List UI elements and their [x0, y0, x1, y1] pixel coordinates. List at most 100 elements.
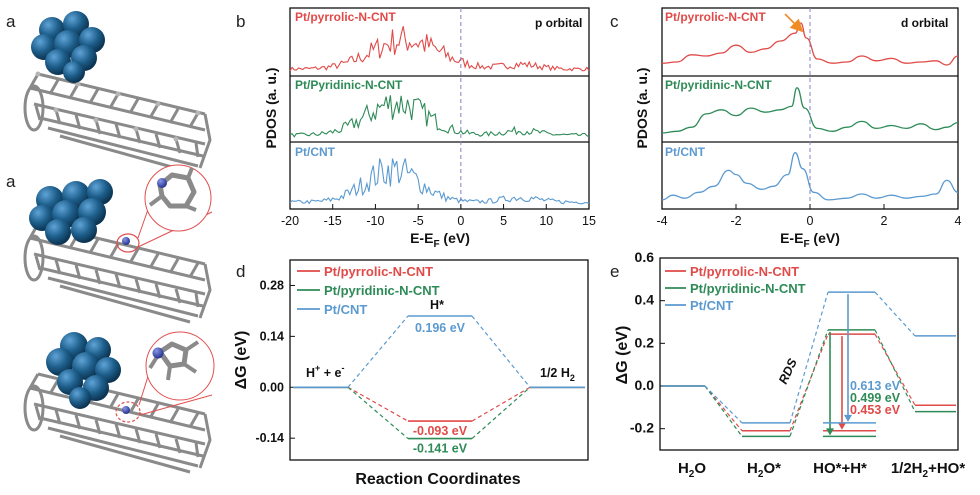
barrier-arrowhead	[826, 428, 834, 436]
y-tick-label: 0.2	[635, 334, 655, 350]
chart-e: 0.6 0.4 0.2 0.0 -0.2 0.453 eV0.499 eV0.613 e…	[614, 249, 965, 480]
x-tick-label: 10	[539, 214, 553, 228]
x-tick-label: -20	[281, 214, 299, 228]
x-tick-label: 5	[500, 214, 507, 228]
nitrogen-atom	[122, 237, 130, 245]
panel-letter-a-second: a	[6, 172, 16, 191]
chart-b: p orbital Pt/pyrrolic-N-CNT Pt/Pyridinic…	[263, 7, 596, 250]
barrier-value-label: 0.499 eV	[850, 391, 901, 405]
legend-label: Pt/pyrrolic-N-CNT	[690, 264, 799, 279]
pdos-curve	[289, 26, 590, 72]
barrier-value-label: 0.613 eV	[850, 379, 901, 393]
x-tick-label: -2	[730, 214, 741, 228]
rds-label: RDS	[776, 356, 800, 386]
y-axis-label: ΔG (eV)	[233, 331, 250, 390]
cnt-model-pyrrolic	[23, 331, 215, 474]
state-label-h2o-ads: H2O*	[747, 460, 781, 480]
pt-cluster	[46, 332, 121, 409]
state-label-h2-ho: 1/2H2+HO*	[891, 460, 966, 480]
x-tick-label: -5	[413, 214, 424, 228]
legend-label: Pt/pyridinic-N-CNT	[324, 283, 440, 298]
x-tick-label: 15	[582, 214, 596, 228]
chart-d: 0.28 0.14 0.00 -0.14 -0.093 eV -0.141 eV 0.19…	[233, 259, 589, 488]
state-label-ho-h: HO*+H*	[813, 460, 867, 477]
pdos-curve	[289, 158, 590, 205]
y-axis-label: PDOS (a. u.)	[263, 68, 279, 149]
zoom-inset-pyridinic	[144, 164, 212, 232]
pdos-curve	[661, 152, 959, 201]
x-tick-label: -10	[366, 214, 384, 228]
y-tick-label: 0.14	[260, 329, 284, 343]
series-label: Pt/CNT	[295, 145, 336, 159]
x-tick-label: -15	[324, 214, 342, 228]
state-label-reactant: H+ + e-	[306, 363, 345, 380]
pdos-curve	[661, 87, 959, 134]
pt-cluster	[29, 179, 113, 245]
energy-connector	[347, 315, 409, 388]
energy-connector	[471, 315, 531, 388]
energy-connector	[347, 386, 409, 422]
chart-c: d orbital Pt/pyrrolic-N-CNT Pt/pyridinic…	[634, 7, 962, 250]
orbital-title: p orbital	[535, 16, 582, 30]
legend-label: Pt/pyridinic-N-CNT	[690, 281, 806, 296]
panel-letter-e: e	[610, 262, 619, 281]
x-tick-label: 2	[881, 214, 888, 228]
energy-connector	[789, 329, 829, 437]
panel-letter-d: d	[236, 262, 245, 281]
pdos-curve	[289, 95, 590, 138]
cnt-model-pyridinic	[23, 164, 213, 324]
legend-label: Pt/pyrrolic-N-CNT	[324, 264, 433, 279]
pdos-curve	[661, 22, 959, 66]
zoom-inset-pyrrolic	[145, 331, 215, 401]
y-tick-label: 0.0	[635, 377, 655, 393]
series-label: Pt/pyridinic-N-CNT	[665, 78, 772, 92]
energy-connector	[704, 385, 743, 424]
zoom-marker	[116, 233, 140, 253]
state-label-product: 1/2 H2	[540, 366, 575, 383]
cnt-model-pt-cnt	[23, 11, 212, 174]
energy-connector	[874, 291, 916, 337]
x-tick-label: 0	[457, 214, 464, 228]
legend-label: Pt/CNT	[324, 302, 367, 317]
energy-connector	[471, 386, 531, 439]
y-tick-label: -0.2	[630, 420, 654, 436]
zoom-marker	[115, 401, 141, 423]
legend-label: Pt/CNT	[690, 298, 733, 313]
state-label-h2o: H2O	[678, 460, 706, 480]
panel-letter-a: a	[6, 12, 16, 31]
energy-value-label: -0.093 eV	[413, 424, 468, 438]
series-label: Pt/CNT	[665, 145, 706, 159]
pt-cluster	[31, 11, 105, 83]
x-axis-label: Reaction Coordinates	[355, 471, 520, 488]
x-axis-label: E-EF (eV)	[780, 230, 840, 250]
y-tick-label: 0.28	[260, 278, 284, 292]
energy-connector	[471, 386, 531, 422]
energy-connector	[874, 329, 916, 412]
x-axis-label: E-EF (eV)	[410, 230, 470, 250]
barrier-arrowhead	[838, 422, 846, 430]
y-tick-label: 0.6	[635, 249, 655, 265]
barrier-arrowhead	[844, 414, 852, 422]
y-axis-label: PDOS (a. u.)	[634, 68, 650, 149]
d-band-arrow	[784, 13, 804, 33]
y-tick-label: -0.14	[256, 431, 285, 445]
y-tick-label: 0.4	[635, 292, 655, 308]
orbital-title: d orbital	[901, 16, 948, 30]
x-tick-label: -4	[656, 214, 667, 228]
panel-letter-c: c	[610, 12, 619, 31]
y-axis-label: ΔG (eV)	[614, 326, 631, 385]
y-tick-label: 0.00	[260, 380, 284, 394]
energy-connector	[347, 386, 409, 440]
energy-connector	[789, 291, 829, 424]
series-label: Pt/Pyridinic-N-CNT	[295, 78, 403, 92]
barrier-value-label: 0.453 eV	[850, 403, 901, 417]
energy-connector	[704, 385, 743, 437]
x-tick-label: 0	[807, 214, 814, 228]
series-label: Pt/pyrrolic-N-CNT	[665, 10, 766, 24]
energy-value-label: -0.141 eV	[413, 442, 468, 456]
series-label: Pt/pyrrolic-N-CNT	[295, 10, 396, 24]
state-label-intermediate: H*	[430, 298, 444, 312]
x-tick-label: 4	[955, 214, 962, 228]
energy-value-label: 0.196 eV	[415, 321, 466, 335]
